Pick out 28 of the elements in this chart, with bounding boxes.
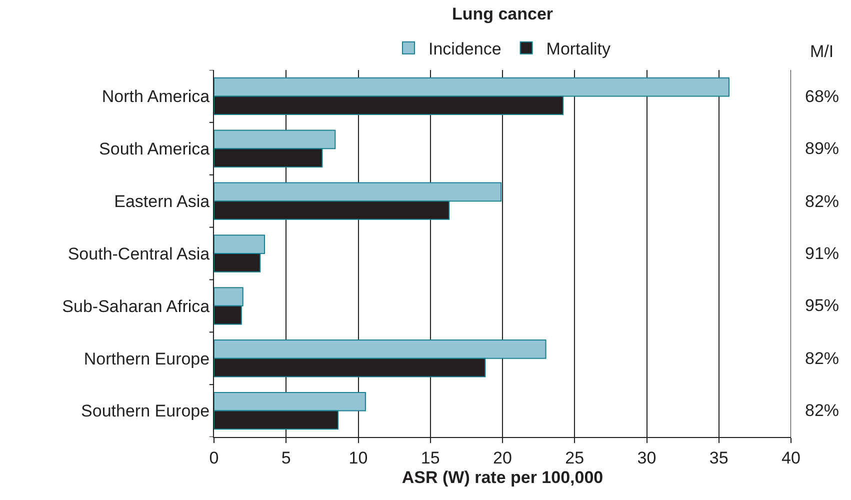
x-tick-label: 30	[637, 448, 656, 468]
x-tick-label: 5	[281, 448, 291, 468]
x-tick-label: 15	[420, 448, 440, 468]
chart-title: Lung cancer	[452, 4, 554, 24]
y-tick-label: Eastern Asia	[114, 192, 210, 212]
x-tick-label: 20	[493, 448, 512, 468]
x-tick-label: 25	[565, 448, 584, 468]
y-tick-label: North America	[102, 87, 210, 106]
x-tick-label: 35	[709, 448, 728, 468]
y-tick-label: South-Central Asia	[68, 244, 210, 264]
legend-label: Mortality	[546, 40, 612, 59]
text: 82%	[805, 401, 840, 420]
x-tick-label: 0	[209, 448, 219, 468]
y-tick-label: Northern Europe	[84, 349, 210, 368]
x-tick-label: 10	[348, 448, 368, 468]
x-tick-label: 40	[782, 448, 800, 468]
text: 68%	[805, 87, 840, 106]
legend-label: Incidence	[428, 40, 502, 59]
y-tick-label: Southern Europe	[81, 402, 210, 421]
text: 82%	[805, 349, 840, 368]
y-tick-label: South America	[99, 140, 210, 159]
text: 89%	[805, 139, 840, 158]
y-tick-label: Sub-Saharan Africa	[62, 296, 210, 316]
text: 91%	[805, 244, 840, 263]
text: 95%	[805, 296, 840, 315]
text: M/I	[810, 42, 834, 61]
x-axis-title: ASR (W) rate per 100,000	[402, 468, 604, 487]
text: 82%	[805, 192, 840, 211]
